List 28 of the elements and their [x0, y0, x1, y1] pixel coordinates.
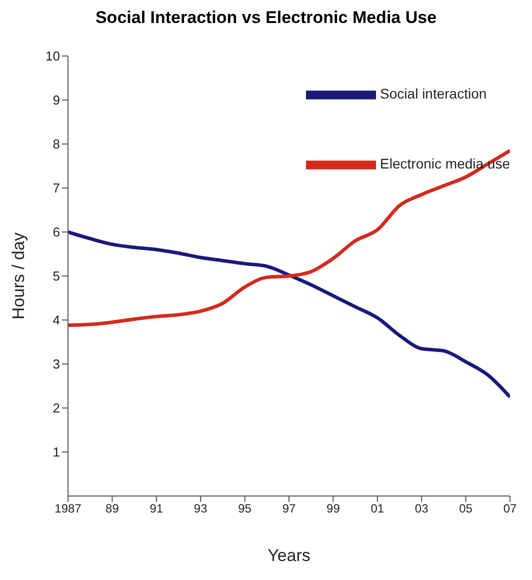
y-axis-title: Hours / day: [9, 232, 28, 320]
x-tick-label: 95: [238, 502, 252, 516]
x-tick-label: 93: [194, 502, 208, 516]
y-tick-label: 2: [52, 400, 60, 416]
x-axis-title: Years: [268, 546, 310, 565]
y-tick-label: 3: [52, 356, 60, 372]
x-tick-label: 07: [503, 502, 517, 516]
legend-label: Social interaction: [380, 86, 487, 102]
y-tick-label: 8: [52, 136, 60, 152]
x-tick-label: 97: [282, 502, 296, 516]
x-tick-label: 89: [106, 502, 120, 516]
line-series: [68, 148, 510, 328]
x-tick-label: 01: [370, 502, 384, 516]
y-tick-label: 1: [52, 444, 60, 460]
x-tick-label: 05: [459, 502, 473, 516]
line-series: [68, 230, 510, 399]
legend-label: Electronic media use: [380, 156, 510, 172]
y-tick-label: 6: [52, 224, 60, 240]
x-tick-label: 91: [150, 502, 164, 516]
y-tick-label: 7: [52, 180, 60, 196]
y-tick-label: 9: [52, 92, 60, 108]
x-tick-label: 1987: [54, 502, 82, 516]
y-tick-label: 5: [52, 268, 60, 284]
x-tick-label: 03: [414, 502, 429, 516]
y-tick-label: 4: [52, 312, 60, 328]
chart-title: Social Interaction vs Electronic Media Use: [94, 8, 438, 28]
y-tick-label: 10: [46, 48, 60, 64]
x-tick-label: 99: [326, 502, 340, 516]
